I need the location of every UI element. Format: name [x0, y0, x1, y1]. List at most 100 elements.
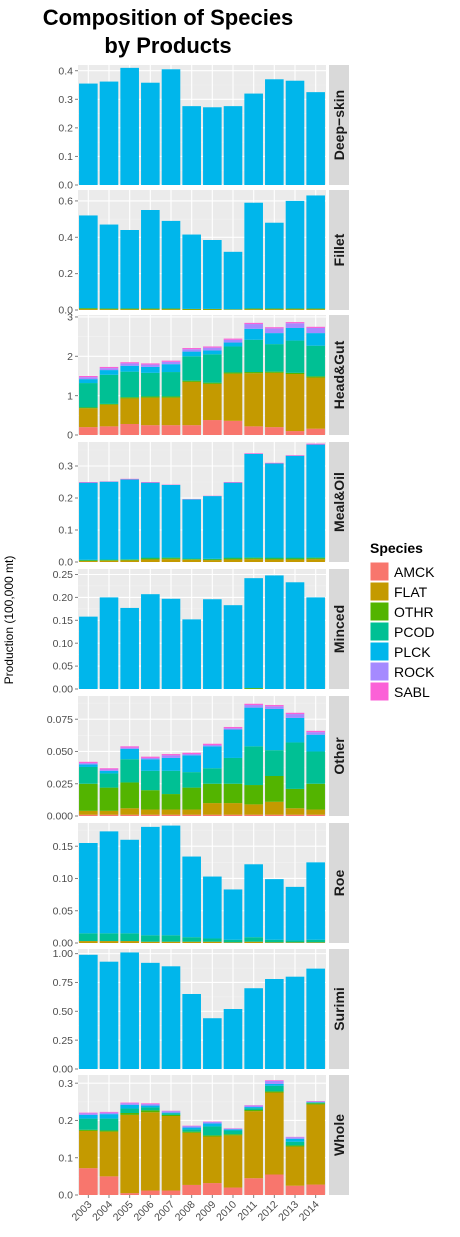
bar-segment-plck-2011 [244, 329, 263, 340]
bar-segment-flat-2005 [120, 398, 139, 424]
bar-segment-pcod-2009 [203, 938, 222, 941]
legend-label-flat: FLAT [394, 584, 428, 600]
bar-segment-rock-2013 [286, 1137, 305, 1138]
bar-segment-amck-2007 [162, 425, 181, 435]
bar-segment-flat-2005 [120, 560, 139, 562]
bar-segment-plck-2003 [79, 764, 98, 767]
bar-segment-amck-2007 [162, 815, 181, 816]
bar-segment-othr-2005 [120, 309, 139, 310]
bar-segment-othr-2004 [100, 788, 119, 811]
bar-segment-pcod-2006 [141, 373, 160, 397]
bar-segment-sabl-2004 [100, 1112, 119, 1113]
bar-segment-sabl-2003 [79, 1113, 98, 1114]
legend-label-rock: ROCK [394, 664, 435, 680]
bar-segment-plck-2003 [79, 84, 98, 185]
bar-segment-plck-2010 [224, 1129, 243, 1130]
bar-segment-plck-2008 [182, 106, 201, 185]
y-axis-title: Production (100,000 mt) [2, 556, 16, 685]
bar-segment-rock-2009 [203, 1122, 222, 1123]
facet-label-meal-oil: Meal&Oil [331, 472, 347, 532]
bar-segment-sabl-2003 [79, 376, 98, 377]
bar-segment-flat-2010 [224, 374, 243, 421]
bar-segment-plck-2013 [286, 718, 305, 743]
y-tick-label: 0.1 [58, 1152, 73, 1164]
bar-segment-amck-2014 [306, 429, 325, 435]
bar-segment-othr-2014 [306, 558, 325, 559]
bar-segment-sabl-2014 [306, 731, 325, 732]
y-tick-label: 0.15 [53, 615, 74, 627]
bar-segment-flat-2005 [120, 808, 139, 814]
bar-segment-plck-2010 [224, 106, 243, 185]
bar-segment-pcod-2006 [141, 558, 160, 559]
bar-segment-flat-2008 [182, 560, 201, 562]
bar-segment-rock-2012 [265, 1081, 284, 1084]
bar-segment-othr-2003 [79, 407, 98, 408]
bar-segment-plck-2010 [224, 730, 243, 758]
bar-segment-flat-2012 [265, 559, 284, 562]
bar-segment-pcod-2014 [306, 940, 325, 943]
bar-segment-amck-2013 [286, 1186, 305, 1195]
bar-segment-pcod-2005 [120, 559, 139, 560]
bar-segment-plck-2014 [306, 445, 325, 558]
bar-segment-plck-2012 [265, 463, 284, 557]
bar-segment-plck-2013 [286, 456, 305, 558]
bar-segment-pcod-2005 [120, 372, 139, 398]
bar-segment-othr-2011 [244, 372, 263, 373]
bar-segment-amck-2006 [141, 815, 160, 816]
bar-segment-sabl-2007 [162, 361, 181, 362]
bar-segment-pcod-2004 [100, 375, 119, 404]
bar-segment-amck-2013 [286, 815, 305, 816]
bar-segment-plck-2005 [120, 479, 139, 559]
legend-swatch-pcod [370, 622, 389, 641]
x-tick-label: 2012 [255, 1199, 280, 1224]
legend-label-plck: PLCK [394, 644, 431, 660]
legend-label-othr: OTHR [394, 604, 434, 620]
bar-segment-flat-2011 [244, 309, 263, 310]
bar-segment-amck-2004 [100, 1176, 119, 1195]
bar-segment-sabl-2006 [141, 1103, 160, 1104]
bar-segment-plck-2013 [286, 81, 305, 185]
bar-segment-amck-2012 [265, 427, 284, 435]
bar-segment-amck-2009 [203, 815, 222, 816]
bar-segment-pcod-2007 [162, 1113, 181, 1114]
bar-segment-rock-2008 [182, 754, 201, 755]
bar-segment-rock-2004 [100, 770, 119, 771]
bar-segment-rock-2010 [224, 1129, 243, 1130]
bar-segment-othr-2006 [141, 396, 160, 397]
bar-segment-plck-2012 [265, 709, 284, 750]
bar-segment-flat-2014 [306, 559, 325, 562]
bar-segment-amck-2005 [120, 424, 139, 435]
bar-segment-pcod-2003 [79, 767, 98, 784]
y-tick-label: 0.05 [53, 661, 74, 673]
bar-segment-rock-2013 [286, 714, 305, 718]
bar-segment-othr-2011 [244, 785, 263, 804]
bar-segment-flat-2013 [286, 942, 305, 943]
bar-segment-flat-2004 [100, 405, 119, 427]
legend-title: Species [370, 540, 423, 556]
bar-segment-plck-2003 [79, 215, 98, 308]
bar-segment-plck-2010 [224, 1009, 243, 1069]
bar-segment-pcod-2013 [286, 341, 305, 373]
bar-segment-plck-2003 [79, 955, 98, 1069]
bar-segment-sabl-2003 [79, 482, 98, 483]
y-tick-label: 0.4 [58, 232, 73, 244]
bar-segment-rock-2011 [244, 1106, 263, 1107]
bar-segment-pcod-2010 [224, 346, 243, 372]
y-tick-label: 0.00 [53, 684, 74, 696]
bar-segment-plck-2004 [100, 831, 119, 933]
bar-segment-plck-2006 [141, 963, 160, 1069]
bar-segment-othr-2012 [265, 1091, 284, 1092]
bar-segment-pcod-2006 [141, 1107, 160, 1110]
bar-segment-othr-2014 [306, 784, 325, 810]
bar-segment-plck-2012 [265, 79, 284, 185]
bar-segment-pcod-2007 [162, 372, 181, 396]
bar-segment-amck-2006 [141, 1191, 160, 1195]
bar-segment-plck-2004 [100, 82, 119, 185]
bar-segment-plck-2010 [224, 889, 243, 939]
bar-segment-pcod-2008 [182, 937, 201, 942]
y-tick-label: 0.2 [58, 268, 73, 280]
y-tick-label: 0.2 [58, 493, 73, 505]
